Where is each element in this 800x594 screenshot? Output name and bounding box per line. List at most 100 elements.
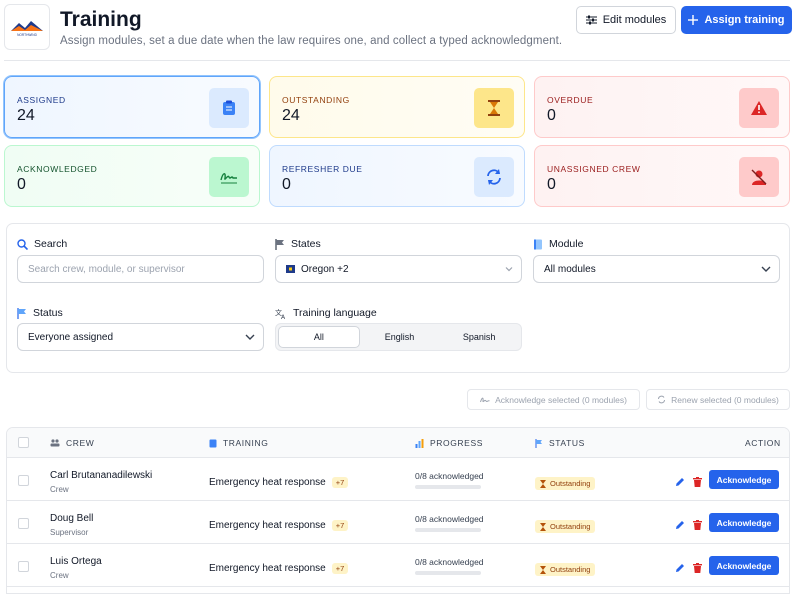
stat-value: 0 [282,176,291,193]
stat-label: OVERDUE [547,95,594,105]
select-all-checkbox[interactable] [18,437,29,448]
language-option-spanish[interactable]: Spanish [462,332,496,342]
crew-icon [50,439,60,447]
progress-text: 0/8 acknowledged [415,557,484,567]
state-flag-icon [286,265,295,273]
status-badge: Outstanding [535,477,596,490]
acknowledge-button[interactable]: Acknowledge [709,470,779,489]
stat-icon-box [474,88,514,128]
page-subtitle: Assign modules, set a due date when the … [60,35,563,47]
stat-label: ASSIGNED [17,95,66,105]
edit-icon[interactable] [675,520,685,530]
stat-card-overdue[interactable]: OVERDUE 0 [534,76,790,138]
acknowledge-button[interactable]: Acknowledge [709,513,779,532]
stat-label: UNASSIGNED CREW [547,164,641,174]
stat-card-assigned[interactable]: ASSIGNED 24 [4,76,260,138]
status-select[interactable]: Everyone assigned [17,323,264,351]
progress-text: 0/8 acknowledged [415,514,484,524]
training-module: Emergency heat response +7 [209,477,349,488]
stat-icon-box [209,88,249,128]
chevron-down-icon [761,266,771,272]
stat-card-outstanding[interactable]: OUTSTANDING 24 [269,76,525,138]
stat-icon-box [739,88,779,128]
stat-icon-box [739,157,779,197]
language-segmented-control: All English Spanish [275,323,522,351]
page-header: NORTHWIND Training Assign modules, set a… [4,4,794,60]
bar-chart-icon [415,438,424,448]
filters-panel: Search Search crew, module, or superviso… [6,223,790,373]
more-modules-badge[interactable]: +7 [331,477,349,488]
crew-name: Luis Ortega [50,556,102,567]
company-logo: NORTHWIND [4,4,50,50]
signature-icon [480,397,490,402]
stat-card-refresher-due[interactable]: REFRESHER DUE 0 [269,145,525,207]
status-badge: Outstanding [535,520,596,533]
edit-icon[interactable] [675,477,685,487]
search-filter-label: Search [17,238,67,250]
row-checkbox[interactable] [18,475,29,486]
crew-role: Supervisor [50,528,89,537]
language-option-all[interactable]: All [278,326,360,348]
flag-icon [17,307,26,319]
table-row: Doug Bell Supervisor Emergency heat resp… [7,501,789,544]
more-modules-badge[interactable]: +7 [331,520,349,531]
search-input[interactable]: Search crew, module, or supervisor [17,255,264,283]
hourglass-icon [540,479,546,488]
column-header-training[interactable]: TRAINING [209,438,268,448]
assign-training-button[interactable]: Assign training [681,6,792,34]
column-header-crew[interactable]: CREW [50,438,94,448]
table-row: Carl Brutananadilewski Crew Emergency he… [7,458,789,501]
warning-icon [751,101,767,115]
language-filter-label: 文 A Training language [275,307,377,319]
module-select[interactable]: All modules [533,255,780,283]
hourglass-icon [540,522,546,531]
trash-icon[interactable] [693,477,702,487]
module-filter-label: Module [533,238,583,250]
stat-value: 0 [547,176,556,193]
stat-value: 0 [17,176,26,193]
renew-selected-button[interactable]: Renew selected (0 modules) [646,389,790,410]
training-module: Emergency heat response +7 [209,563,349,574]
stat-card-unassigned-crew[interactable]: UNASSIGNED CREW 0 [534,145,790,207]
states-select[interactable]: Oregon +2 [275,255,522,283]
stat-icon-box [474,157,514,197]
states-filter-label: States [275,238,321,250]
training-table: CREW TRAINING PROGRESS STATUS ACTION Car… [6,427,790,594]
status-filter-label: Status [17,307,63,319]
signature-icon [220,173,237,184]
edit-modules-button[interactable]: Edit modules [576,6,676,34]
svg-text:A: A [281,314,286,319]
refresh-icon [658,395,666,404]
sliders-icon [585,15,597,25]
book-icon [209,439,217,447]
trash-icon[interactable] [693,563,702,573]
stat-value: 24 [282,107,300,124]
user-off-icon [751,169,767,185]
stat-value: 24 [17,107,35,124]
crew-role: Crew [50,485,69,494]
acknowledge-button[interactable]: Acknowledge [709,556,779,575]
column-header-status[interactable]: STATUS [535,438,585,448]
crew-role: Crew [50,571,69,580]
status-badge: Outstanding [535,563,596,576]
edit-icon[interactable] [675,563,685,573]
row-checkbox[interactable] [18,561,29,572]
acknowledge-selected-button[interactable]: Acknowledge selected (0 modules) [467,389,640,410]
stat-label: ACKNOWLEDGED [17,164,98,174]
flag-icon [275,238,284,250]
progress-bar [415,528,481,532]
search-icon [17,238,28,250]
clipboard-icon [223,100,235,115]
progress-bar [415,485,481,489]
stat-card-acknowledged[interactable]: ACKNOWLEDGED 0 [4,145,260,207]
trash-icon[interactable] [693,520,702,530]
svg-text:文: 文 [275,308,282,317]
column-header-progress[interactable]: PROGRESS [415,438,483,448]
stat-label: REFRESHER DUE [282,164,363,174]
language-option-english[interactable]: English [384,332,415,342]
hourglass-icon [488,100,500,116]
more-modules-badge[interactable]: +7 [331,563,349,574]
svg-text:NORTHWIND: NORTHWIND [17,33,37,37]
row-checkbox[interactable] [18,518,29,529]
chevron-down-icon [505,267,513,272]
